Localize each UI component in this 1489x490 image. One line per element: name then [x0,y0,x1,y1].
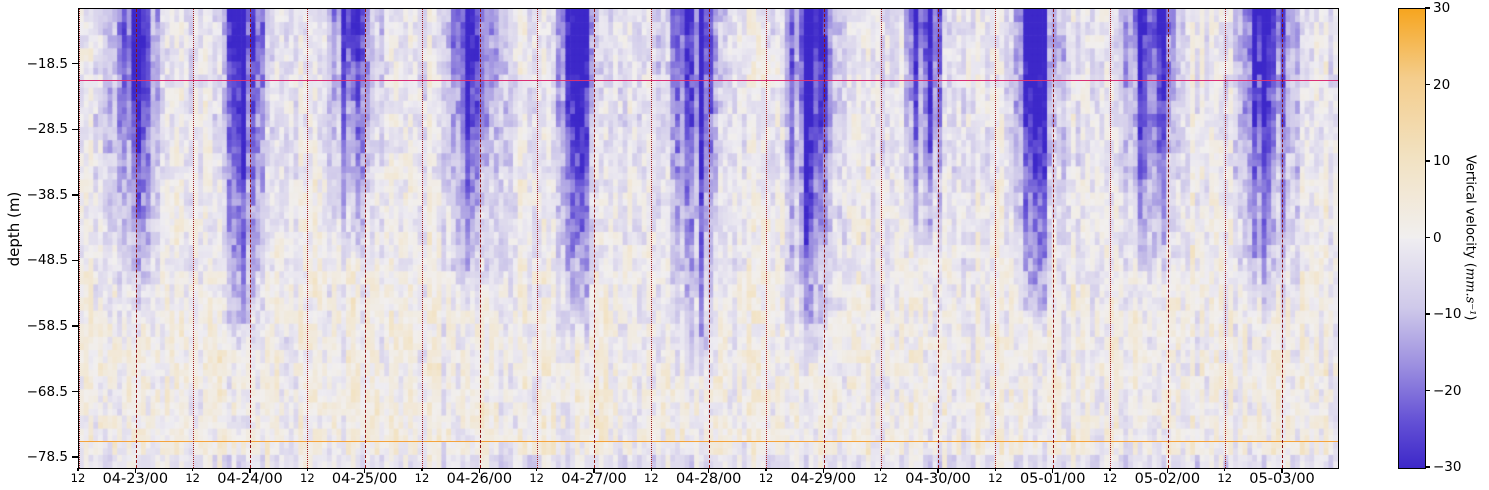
colorbar-tick-mark [1425,313,1430,315]
y-tick-mark [72,128,78,130]
x-tick-label-noon: 12 [1217,471,1233,486]
x-tick-mark-major [707,468,710,474]
x-tick-mark-minor [421,468,423,472]
plot-area [78,8,1339,469]
heatmap-canvas [79,9,1338,468]
x-tick-mark-major [1166,468,1169,474]
colorbar-tick-mark [1425,466,1430,468]
x-tick-label-date: 04-24/00 [217,471,283,488]
y-tick-label: −58.5 [26,318,68,335]
colorbar-tick-mark [1425,236,1430,239]
x-tick-label-noon: 12 [644,471,659,486]
x-tick-mark-minor [306,468,309,472]
x-tick-mark-major [937,468,939,474]
colorbar-tick-label: −20 [1433,382,1462,399]
x-tick-label-noon: 12 [300,471,315,486]
x-tick-label-noon: 12 [185,471,200,486]
x-tick-label-date: 05-02/00 [1134,471,1201,488]
x-tick-label-noon: 12 [1102,471,1118,486]
y-tick-mark [72,63,78,65]
x-tick-mark-major [822,468,825,474]
colorbar-tick-label: −30 [1433,459,1462,475]
x-tick-label-date: 05-01/00 [1019,471,1086,488]
x-tick-label-noon: 12 [70,471,86,486]
x-tick-mark-minor [994,468,997,472]
x-tick-mark-major [1052,468,1054,474]
x-tick-mark-minor [650,468,653,472]
colorbar-tick-mark [1425,83,1430,86]
y-tick-label: −38.5 [26,186,68,203]
x-tick-label-date: 04-26/00 [446,471,513,488]
x-tick-label-date: 04-28/00 [675,471,742,488]
x-tick-mark-major [249,468,251,474]
x-tick-label-noon: 12 [414,471,430,486]
x-tick-mark-minor [1109,468,1111,472]
x-tick-label-noon: 12 [529,471,544,486]
colorbar-tick-label: −10 [1433,306,1462,322]
x-tick-label-noon: 12 [758,471,774,486]
x-tick-mark-major [134,468,137,474]
colorbar-label: Vertical velocity (mm.s⁻¹) [1460,8,1480,467]
y-tick-label: −68.5 [26,383,68,400]
x-tick-mark-minor [1224,468,1226,472]
x-tick-mark-minor [191,468,194,472]
x-tick-label-noon: 12 [873,471,888,486]
colorbar-tick-mark [1425,389,1430,392]
x-tick-mark-minor [77,468,79,472]
colorbar-label-units: mm.s⁻¹ [1462,267,1478,316]
x-tick-label-date: 04-25/00 [331,471,398,488]
x-tick-label-date: 04-29/00 [790,471,857,488]
colorbar-tick-label: 10 [1433,153,1451,169]
x-tick-label-date: 04-30/00 [905,471,971,488]
x-tick-mark-minor [535,468,538,472]
colorbar-tick-label: 0 [1433,229,1442,246]
y-tick-label: −48.5 [26,252,68,269]
x-tick-label-date: 05-03/00 [1249,471,1315,488]
colorbar-label-suffix: ) [1462,315,1478,321]
y-tick-label: −18.5 [26,55,68,72]
colorbar-label-prefix: Vertical velocity ( [1462,154,1478,268]
y-tick-mark [72,456,78,458]
y-tick-label: −28.5 [26,121,68,138]
x-tick-mark-major [363,468,366,474]
x-tick-mark-minor [765,468,767,472]
y-tick-label: −78.5 [26,449,68,466]
y-axis-label: depth (m) [5,191,23,267]
y-tick-mark [72,194,78,196]
colorbar [1398,8,1426,469]
colorbar-tick-label: 30 [1433,0,1451,16]
y-tick-mark [72,325,78,327]
x-tick-mark-major [1281,468,1283,474]
colorbar-tick-mark [1425,7,1430,9]
x-tick-mark-major [593,468,595,474]
x-tick-label-date: 04-27/00 [561,471,627,488]
y-tick-mark [72,259,78,262]
x-tick-label-date: 04-23/00 [102,471,169,488]
colorbar-tick-mark [1425,160,1430,162]
y-tick-mark [72,390,78,393]
x-tick-mark-major [478,468,481,474]
x-tick-label-noon: 12 [988,471,1003,486]
colorbar-tick-label: 20 [1433,76,1451,93]
x-tick-mark-minor [880,468,882,472]
